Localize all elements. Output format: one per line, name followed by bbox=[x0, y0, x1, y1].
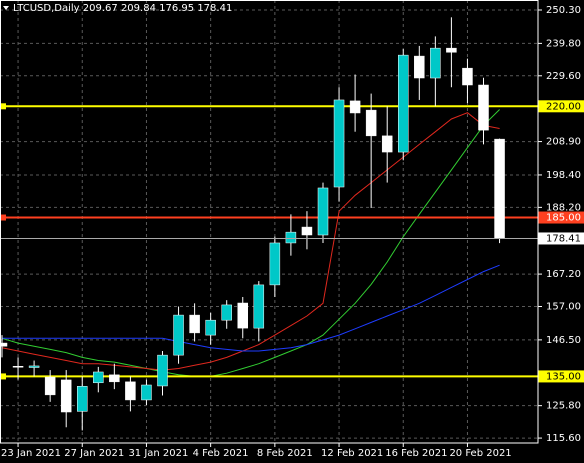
symbol: LTCUSD,Daily bbox=[13, 3, 80, 14]
candle-body bbox=[173, 314, 184, 356]
candle-body bbox=[28, 365, 40, 368]
candle-body bbox=[60, 379, 72, 413]
level-label-box bbox=[538, 211, 584, 224]
level-label: 135.00 bbox=[546, 371, 581, 382]
chart-title: LTCUSD,Daily 209.67 209.84 176.95 178.41 bbox=[13, 3, 232, 14]
close-value: 178.41 bbox=[197, 3, 232, 14]
y-tick-label: 239.80 bbox=[546, 38, 581, 49]
candle-body bbox=[430, 47, 441, 79]
candle-body bbox=[77, 386, 88, 412]
candle-body bbox=[446, 47, 457, 53]
indicator-line bbox=[1, 112, 500, 371]
high-value: 209.84 bbox=[121, 3, 156, 14]
indicator-line bbox=[2, 264, 500, 352]
current-price-box bbox=[538, 232, 584, 245]
level-label: 185.00 bbox=[546, 213, 581, 224]
y-tick-label: 157.00 bbox=[546, 302, 581, 313]
candle-body bbox=[317, 187, 329, 236]
plot-frame bbox=[0, 0, 539, 444]
candle-body bbox=[301, 226, 313, 236]
y-tick-label: 208.90 bbox=[546, 137, 581, 148]
candle-body bbox=[0, 342, 8, 347]
candle-body bbox=[285, 231, 297, 244]
candle-body bbox=[478, 84, 489, 131]
candle-body bbox=[381, 135, 393, 153]
x-tick-label: 27 Jan 2021 bbox=[64, 448, 124, 459]
level-marker bbox=[0, 103, 6, 110]
low-value: 176.95 bbox=[159, 3, 194, 14]
x-tick-label: 23 Jan 2021 bbox=[1, 448, 61, 459]
level-marker bbox=[0, 214, 6, 221]
y-tick-label: 229.60 bbox=[546, 71, 581, 82]
candle-body bbox=[12, 366, 24, 368]
title-icon bbox=[3, 6, 9, 10]
candle-body bbox=[141, 384, 152, 401]
candle-body bbox=[462, 67, 473, 86]
y-tick-label: 146.50 bbox=[546, 335, 581, 346]
level-marker bbox=[0, 373, 6, 380]
y-tick-label: 198.40 bbox=[546, 170, 581, 181]
level-label-box bbox=[538, 370, 584, 383]
y-tick-label: 167.20 bbox=[546, 269, 581, 280]
current-price-label: 178.41 bbox=[546, 233, 581, 244]
candle-body bbox=[205, 319, 216, 336]
y-tick-label: 250.30 bbox=[546, 5, 581, 16]
candle-body bbox=[93, 371, 104, 384]
y-tick-label: 188.20 bbox=[546, 202, 581, 213]
x-tick-label: 31 Jan 2021 bbox=[128, 448, 188, 459]
candle-body bbox=[414, 55, 425, 79]
x-tick-label: 16 Feb 2021 bbox=[385, 448, 447, 459]
x-tick-label: 20 Feb 2021 bbox=[449, 448, 511, 459]
candle-body bbox=[237, 302, 248, 329]
candle-body bbox=[253, 284, 265, 329]
candle-body bbox=[189, 314, 200, 334]
x-tick-label: 4 Feb 2021 bbox=[193, 448, 249, 459]
open-value: 209.67 bbox=[83, 3, 118, 14]
candle-body bbox=[365, 109, 377, 137]
x-tick-label: 12 Feb 2021 bbox=[321, 448, 383, 459]
candle-body bbox=[349, 100, 361, 114]
level-label-box bbox=[538, 100, 584, 113]
y-tick-label: 125.80 bbox=[546, 401, 581, 412]
candle-body bbox=[333, 99, 345, 188]
candle-body bbox=[269, 242, 281, 286]
candle-body bbox=[125, 381, 136, 401]
candle-body bbox=[494, 138, 505, 239]
candle-body bbox=[109, 374, 120, 383]
level-label: 220.00 bbox=[546, 101, 581, 112]
candle-body bbox=[44, 376, 56, 396]
candle-body bbox=[157, 354, 168, 387]
x-tick-label: 8 Feb 2021 bbox=[257, 448, 313, 459]
y-tick-label: 115.60 bbox=[546, 433, 581, 444]
candle-body bbox=[398, 54, 409, 153]
candle-body bbox=[221, 304, 232, 321]
